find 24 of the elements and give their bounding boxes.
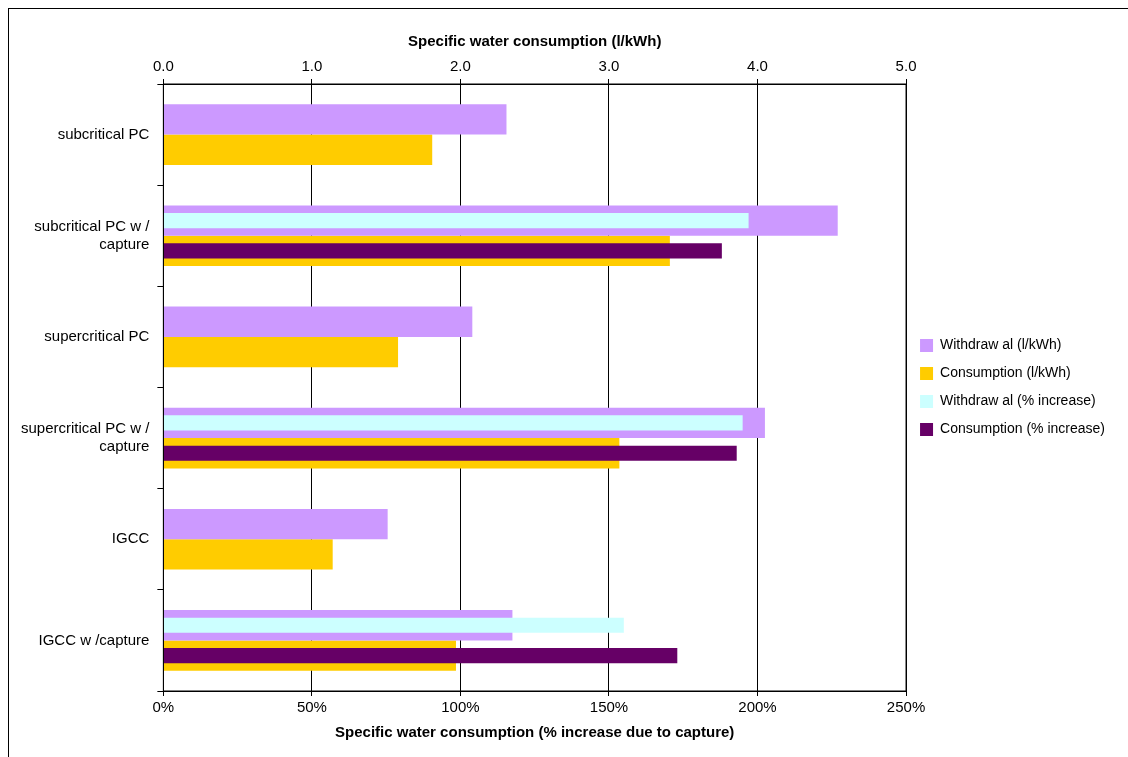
legend-label: Consumption (l/kWh)	[940, 364, 1071, 381]
legend-label: Withdraw al (l/kWh)	[940, 336, 1062, 353]
x-tick-label: 150%	[589, 698, 629, 716]
x-tick-label: 50%	[296, 698, 327, 716]
x-tick-label: 200%	[738, 698, 777, 716]
y-tick-label: IGCC w /capture	[38, 630, 150, 648]
legend-label: Withdraw al (% increase)	[940, 392, 1096, 409]
y-tick-label: subcritical PC w / capture	[34, 216, 151, 252]
x2-tick-label: 1.0	[301, 57, 323, 75]
y-tick-label: subcritical PC	[57, 124, 150, 142]
y-tick-label: IGCC	[111, 529, 150, 547]
y-tick-label: supercritical PC w / capture	[20, 419, 151, 455]
x2-axis-title: Specific water consumption (l/kWh)	[408, 32, 662, 50]
y-tick-label: supercritical PC	[44, 327, 150, 345]
x-tick-label: 0%	[152, 698, 175, 716]
x2-tick-label: 3.0	[598, 57, 620, 75]
x-tick-label: 100%	[441, 698, 480, 716]
x-tick-label: 250%	[886, 698, 926, 716]
x-axis-title: Specific water consumption (% increase due to capture)	[335, 723, 735, 741]
legend-label: Consumption (% increase)	[940, 420, 1106, 437]
x2-tick-label: 4.0	[747, 57, 768, 75]
x2-tick-label: 0.0	[152, 57, 174, 75]
x2-tick-label: 2.0	[450, 57, 471, 75]
x2-tick-label: 5.0	[895, 57, 917, 75]
